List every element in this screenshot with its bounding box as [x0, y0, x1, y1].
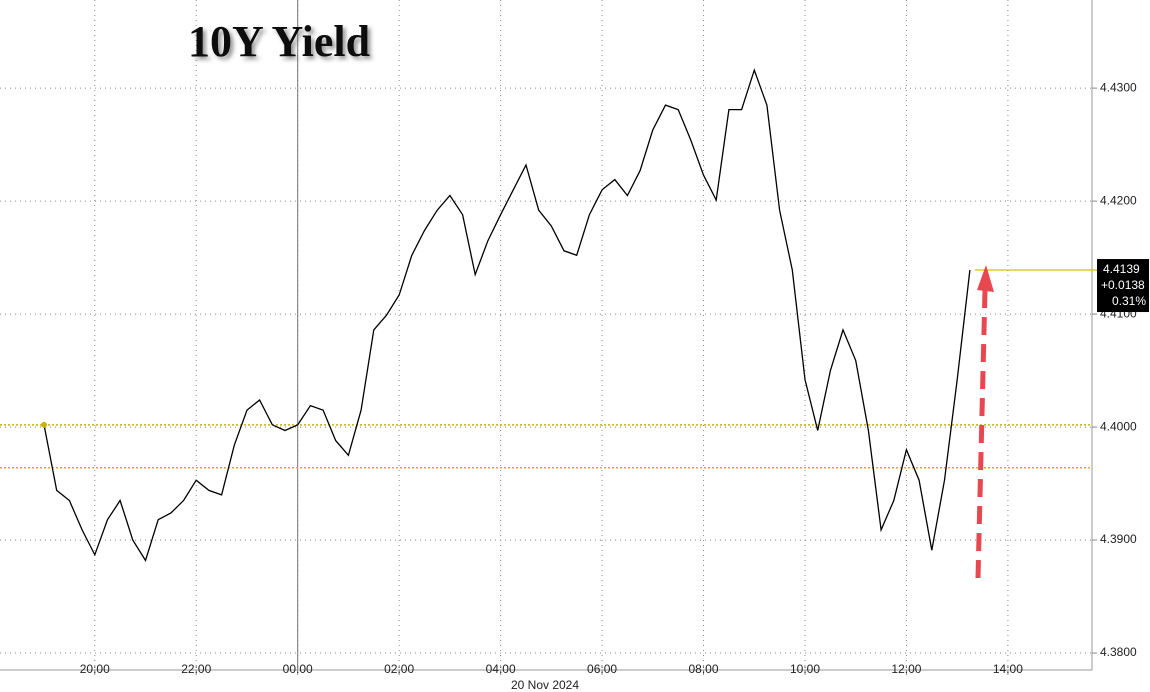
plot-area — [0, 0, 1092, 670]
y-tick-label: 4.3900 — [1100, 532, 1137, 546]
x-tick-label: 22:00 — [181, 662, 211, 676]
change-pct: 0.31% — [1112, 294, 1146, 308]
y-tick-label: 4.4200 — [1100, 193, 1137, 207]
x-tick-label: 12:00 — [891, 662, 921, 676]
x-tick-label: 10:00 — [790, 662, 820, 676]
last-value: 4.4139 — [1103, 262, 1140, 276]
y-tick-label: 4.4000 — [1100, 419, 1137, 433]
arrow — [975, 289, 988, 579]
chart-title: 10Y Yield — [188, 17, 370, 66]
price-line — [43, 68, 971, 562]
x-tick-label: 14:00 — [993, 662, 1023, 676]
x-tick-label: 04:00 — [486, 662, 516, 676]
y-tick-label: 4.3800 — [1100, 645, 1137, 659]
start-dot — [41, 421, 48, 428]
arrow-head — [977, 265, 994, 292]
x-tick-label: 20:00 — [80, 662, 110, 676]
x-tick-label: 08:00 — [689, 662, 719, 676]
change: +0.0138 — [1101, 278, 1145, 292]
date-label: 20 Nov 2024 — [511, 678, 579, 692]
y-tick-label: 4.4300 — [1100, 80, 1137, 94]
x-tick-label: 06:00 — [587, 662, 617, 676]
last-value-box — [1097, 259, 1149, 313]
x-tick-label: 02:00 — [384, 662, 414, 676]
